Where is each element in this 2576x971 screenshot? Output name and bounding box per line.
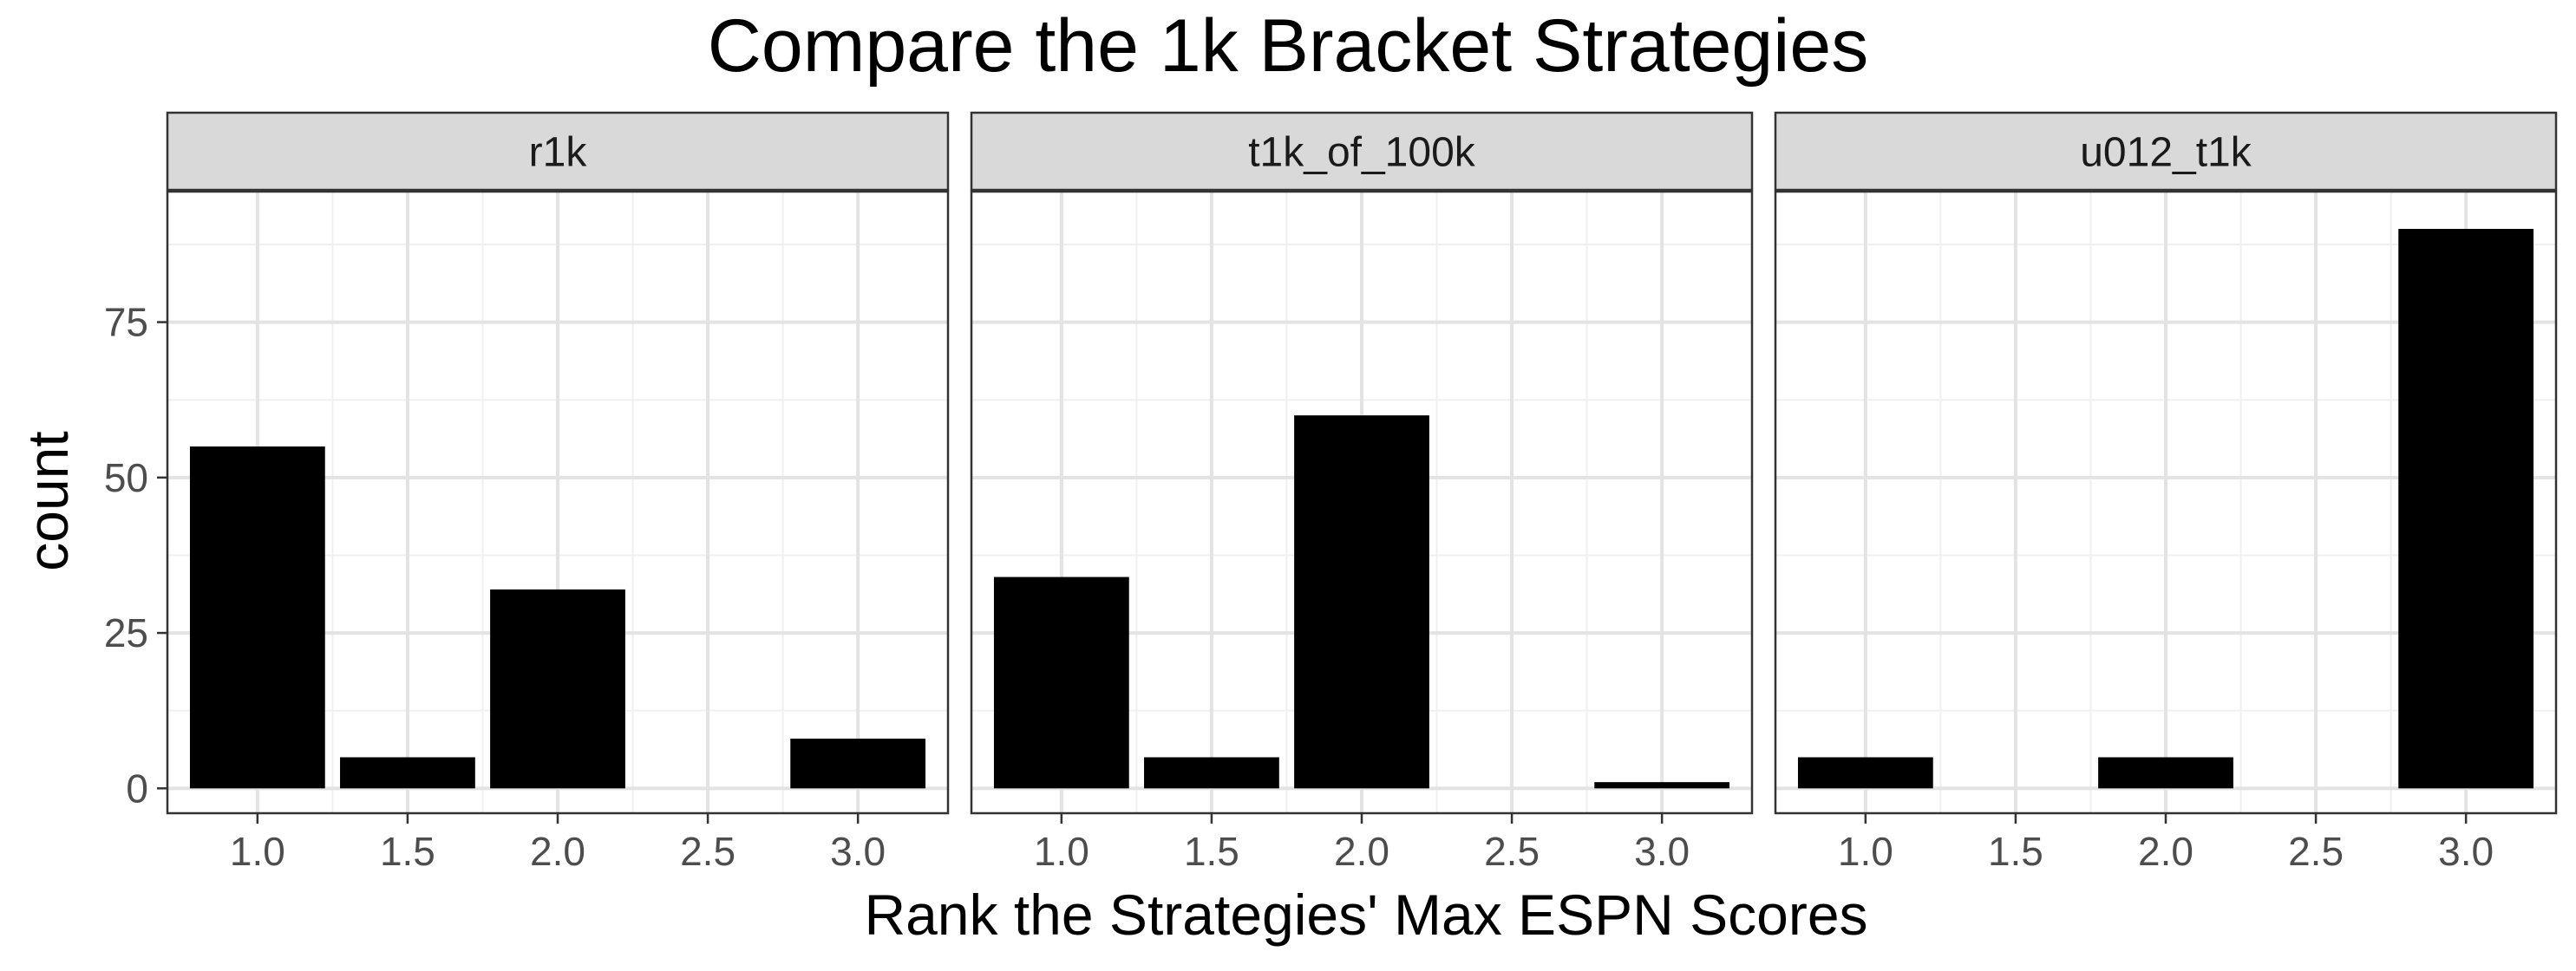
- facet-strip-label: t1k_of_100k: [1248, 130, 1476, 176]
- facet-panel-u012_t1k: u012_t1k 1.0 1.5 2.0 2.5 3.0: [1774, 111, 2558, 874]
- y-tick-label: 50: [104, 455, 148, 500]
- facet-strip: [166, 111, 950, 192]
- x-tick-label: 1.5: [1988, 829, 2043, 874]
- x-axis-title: Rank the Strategies' Max ESPN Scores: [864, 883, 1867, 947]
- bar-u012_t1k-2.0: [2098, 757, 2233, 789]
- x-tick-label: 2.0: [1334, 829, 1389, 874]
- y-axis: 0 25 50 75: [104, 300, 167, 811]
- x-tick-label: 3.0: [830, 829, 886, 874]
- chart-title: Compare the 1k Bracket Strategies: [708, 4, 1868, 88]
- bar-t1k_of_100k-2.0: [1294, 415, 1429, 789]
- facet-strip: [970, 111, 1754, 192]
- x-tick-label: 2.5: [1484, 829, 1540, 874]
- bar-r1k-3.0: [790, 738, 926, 789]
- bar-r1k-1.5: [340, 757, 475, 789]
- y-axis-title: count: [16, 431, 80, 570]
- facet-strip: [1774, 111, 2558, 192]
- y-tick-label: 0: [126, 766, 148, 811]
- facet-strip-label: r1k: [529, 130, 588, 176]
- x-tick-label: 2.0: [2138, 829, 2194, 874]
- x-tick-label: 3.0: [2438, 829, 2494, 874]
- facet-panel-t1k_of_100k: t1k_of_100k 1.0 1.5 2.0 2.5 3.0: [970, 111, 1754, 874]
- x-tick-label: 2.5: [2288, 829, 2344, 874]
- bar-u012_t1k-3.0: [2398, 229, 2534, 789]
- bar-t1k_of_100k-1.5: [1144, 757, 1279, 789]
- facet-panels: r1k 1.0 1.5 2.0 2.5 3.0 t1k_of_100k 1.0 1.5 2.0 2.…: [166, 111, 2558, 874]
- x-tick-label: 2.5: [680, 829, 736, 874]
- x-tick-label: 2.0: [530, 829, 585, 874]
- bar-t1k_of_100k-3.0: [1594, 782, 1730, 789]
- bar-u012_t1k-1.0: [1797, 757, 1933, 789]
- x-tick-label: 3.0: [1634, 829, 1690, 874]
- y-tick-label: 25: [104, 610, 148, 655]
- x-tick-label: 1.0: [230, 829, 285, 874]
- x-tick-label: 1.0: [1838, 829, 1893, 874]
- facet-panel-r1k: r1k 1.0 1.5 2.0 2.5 3.0: [166, 111, 950, 874]
- facet-strip-label: u012_t1k: [2080, 130, 2252, 176]
- x-tick-label: 1.5: [380, 829, 435, 874]
- x-tick-label: 1.0: [1034, 829, 1089, 874]
- bar-r1k-1.0: [189, 446, 325, 789]
- bar-r1k-2.0: [490, 589, 625, 789]
- bar-t1k_of_100k-1.0: [993, 577, 1129, 789]
- x-tick-label: 1.5: [1184, 829, 1239, 874]
- y-tick-label: 75: [104, 300, 148, 345]
